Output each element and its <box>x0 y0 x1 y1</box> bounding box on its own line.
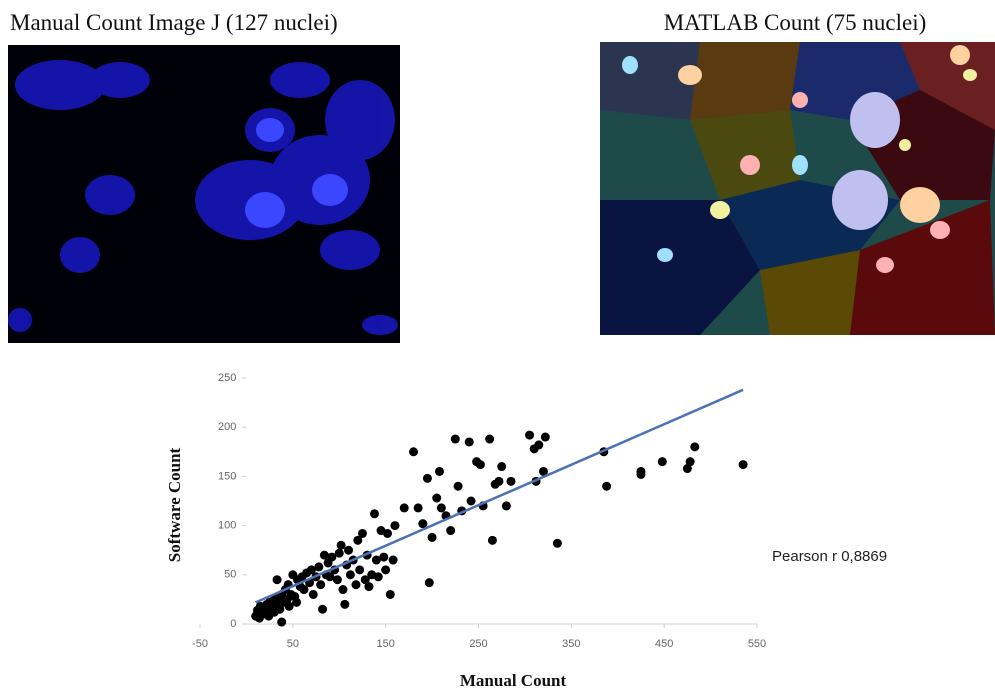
x-tick-label: 550 <box>748 638 766 650</box>
point <box>552 538 562 548</box>
matlab-count-image <box>600 42 995 335</box>
y-axis-label: Software Count <box>165 447 184 562</box>
pearson-annotation: Pearson r 0,8869 <box>772 548 887 565</box>
point <box>540 432 550 442</box>
point <box>319 550 329 560</box>
point <box>738 460 748 470</box>
point <box>424 578 434 588</box>
point <box>418 519 428 529</box>
point <box>284 601 294 611</box>
point <box>357 528 367 538</box>
point <box>345 570 355 580</box>
x-tick-label: 350 <box>562 638 580 650</box>
point <box>316 580 326 590</box>
y-tick-label: 0 <box>230 618 236 630</box>
point <box>685 457 695 467</box>
point <box>360 575 370 585</box>
point <box>409 447 419 457</box>
point <box>383 528 393 538</box>
point <box>487 535 497 545</box>
point <box>506 476 516 486</box>
y-tick-label: 100 <box>218 520 236 532</box>
point <box>379 552 389 562</box>
x-tick-label: -50 <box>192 638 208 650</box>
x-tick-label: 250 <box>469 638 487 650</box>
point <box>475 460 485 470</box>
point <box>413 503 423 513</box>
point <box>690 442 700 452</box>
point <box>355 565 365 575</box>
point <box>327 552 337 562</box>
point <box>292 597 302 607</box>
point <box>385 589 395 599</box>
x-tick-label: 150 <box>376 638 394 650</box>
y-tick-label: 250 <box>218 372 236 384</box>
left-title: Manual Count Image J (127 nuclei) <box>10 10 338 35</box>
manual-count-image <box>8 45 400 343</box>
point <box>464 437 474 447</box>
point <box>435 466 445 476</box>
y-tick-label: 200 <box>218 421 236 433</box>
point <box>436 503 446 513</box>
trendline <box>255 388 744 604</box>
point <box>657 457 667 467</box>
point <box>336 540 346 550</box>
point <box>338 585 348 595</box>
point <box>381 565 391 575</box>
point <box>314 562 324 572</box>
point <box>534 440 544 450</box>
point <box>390 521 400 531</box>
point <box>636 469 646 479</box>
point <box>453 481 463 491</box>
point <box>308 589 318 599</box>
point <box>351 580 361 590</box>
point <box>446 526 456 536</box>
point <box>422 473 432 483</box>
point <box>370 509 380 519</box>
point <box>602 481 612 491</box>
point <box>334 548 344 558</box>
point <box>272 575 282 585</box>
point <box>325 572 335 582</box>
point <box>340 599 350 609</box>
point <box>427 532 437 542</box>
point <box>388 555 398 565</box>
point <box>332 575 342 585</box>
point <box>353 535 363 545</box>
point <box>525 430 535 440</box>
point <box>501 501 511 511</box>
point <box>538 466 548 476</box>
point <box>466 496 476 506</box>
x-tick-label: 50 <box>287 638 299 650</box>
y-tick-label: 150 <box>218 470 236 482</box>
point <box>485 434 495 444</box>
point <box>432 493 442 503</box>
right-title: MATLAB Count (75 nuclei) <box>664 10 927 35</box>
x-tick-label: 450 <box>655 638 673 650</box>
point <box>373 572 383 582</box>
point <box>306 565 316 575</box>
x-axis-label: Manual Count <box>460 671 567 690</box>
point <box>497 462 507 472</box>
point <box>364 582 374 592</box>
point <box>371 555 381 565</box>
point <box>450 434 460 444</box>
point <box>494 476 504 486</box>
point <box>399 503 409 513</box>
point <box>344 545 354 555</box>
y-tick-label: 50 <box>224 569 236 581</box>
point <box>277 617 287 627</box>
point <box>318 604 328 614</box>
point <box>682 464 692 474</box>
point <box>299 585 309 595</box>
point <box>275 604 285 614</box>
